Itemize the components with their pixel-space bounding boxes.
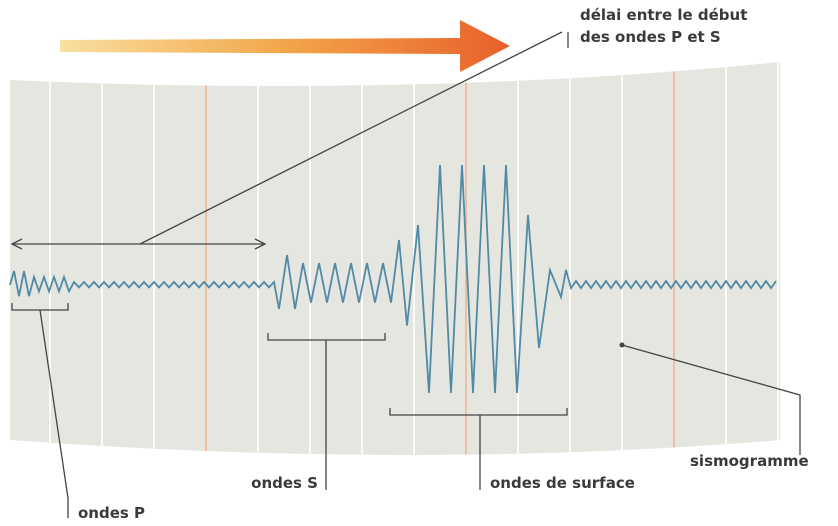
label-delay-1: délai entre le début [580,6,747,24]
label-s-waves: ondes S [251,474,318,492]
label-p-waves: ondes P [78,504,145,522]
label-delay-2: des ondes P et S [580,28,721,46]
time-arrow [60,20,510,72]
label-seismogram: sismogramme [690,452,809,470]
paper [10,62,780,455]
seismogram-diagram: délai entre le début des ondes P et S on… [0,0,838,526]
label-surface-waves: ondes de surface [490,474,635,492]
